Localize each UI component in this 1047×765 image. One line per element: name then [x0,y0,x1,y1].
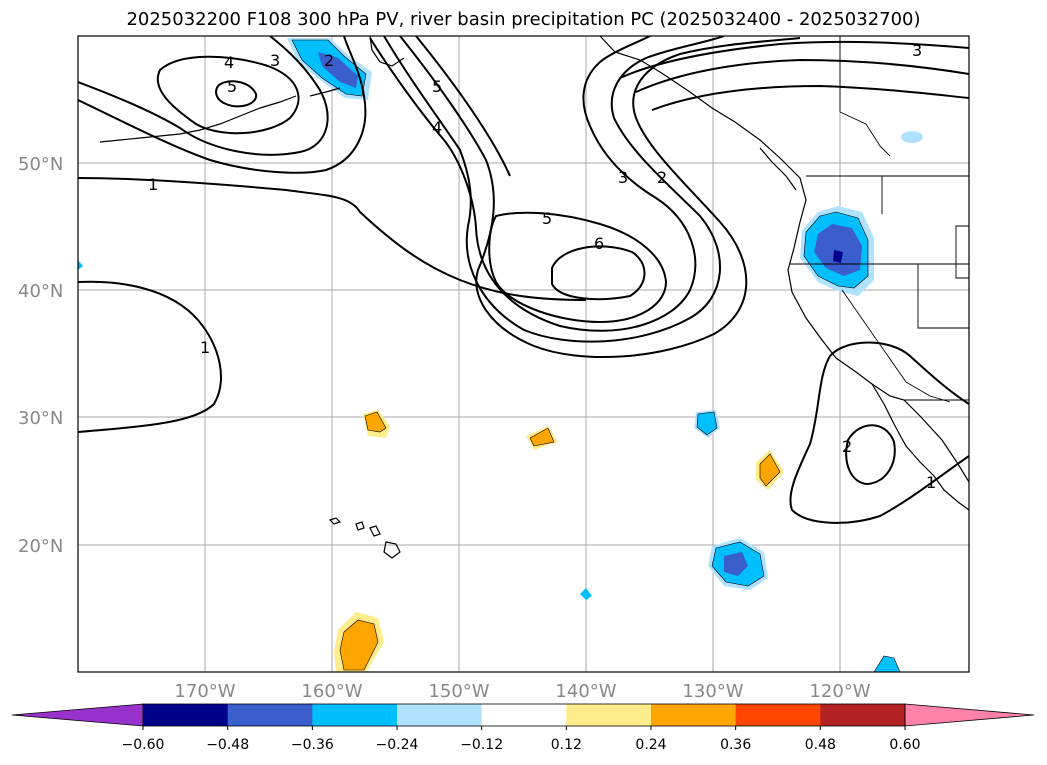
colorbar-tick-label: 0.36 [720,737,751,753]
contour-label: 4 [224,53,234,72]
colorbar-segment [481,704,567,726]
contour-label: 5 [227,77,237,96]
contour-label: 3 [912,41,922,60]
contour-label: 5 [542,209,552,228]
colorbar-segment [735,704,821,726]
precipitation-shading [78,38,923,672]
contour-5-west [215,80,258,108]
longitude-label: 170°W [174,681,235,702]
map-background [78,36,969,672]
longitude-label: 140°W [555,681,616,702]
colorbar-segment [820,704,906,726]
longitude-label: 130°W [682,681,743,702]
longitude-label: 160°W [301,681,362,702]
contour-label: 2 [842,437,852,456]
contour-label: 3 [618,168,628,187]
colorbar-segment [566,704,652,726]
contour-3-ne [619,40,969,79]
longitude-label: 120°W [809,681,870,702]
colorbar-segment [143,704,229,726]
contour-1-ne [651,84,969,111]
colorbar-tick-label: −0.60 [122,737,165,753]
pv-contours [78,36,969,524]
colorbar-tick-label: 0.60 [889,737,920,753]
latitude-label: 50°N [18,154,63,175]
contour-6 [551,245,646,301]
contour-3-west [78,36,329,156]
contour-4-center [369,36,697,332]
longitude-label: 150°W [428,681,489,702]
contour-label: 1 [200,338,210,357]
longitude-labels: 170°W 160°W 150°W 140°W 130°W 120°W [174,681,870,702]
colorbar-tick-label: −0.12 [460,737,503,753]
contour-2-center [399,36,801,359]
colorbar-outline [142,703,906,727]
contour-1-west [78,177,587,301]
colorbar-segment [312,704,398,726]
map-title: 2025032200 F108 300 hPa PV, river basin … [126,9,921,30]
colorbar-tick-label: −0.48 [206,737,249,753]
colorbar-ticks: −0.60 −0.48 −0.36 −0.24 −0.12 0.12 0.24 0.36 0.4… [122,726,921,753]
contour-1-east [415,36,511,177]
colorbar-segment [227,704,313,726]
colorbar [11,703,1035,727]
contour-3-center [383,36,725,343]
colorbar-tick-label: −0.36 [291,737,334,753]
contour-5-center [488,211,668,324]
contour-label: 6 [594,234,604,253]
contour-4-west [156,55,300,135]
graticule [78,36,969,672]
latitude-label: 30°N [18,408,63,429]
colorbar-tick-label: 0.48 [805,737,836,753]
contour-2-ne [635,58,969,93]
colorbar-tick-label: 0.12 [551,737,582,753]
latitude-labels: 50°N 40°N 30°N 20°N [18,154,63,557]
contour-label: 1 [148,175,158,194]
latitude-label: 20°N [18,536,63,557]
colorbar-extend-min [11,703,144,727]
contour-label: 1 [926,473,936,492]
coastlines [99,36,969,559]
contour-label: 2 [657,168,667,187]
contour-label: 2 [324,51,334,70]
contour-label: 4 [432,118,442,137]
contour-2-west [78,36,367,174]
colorbar-tick-label: 0.24 [635,737,666,753]
contour-1-southwest [78,280,222,433]
colorbar-extend-max [904,703,1035,727]
colorbar-segment [651,704,737,726]
contour-label: 3 [270,51,280,70]
contour-labels: 4 5 3 2 5 4 1 5 6 3 2 3 1 2 1 [148,41,936,492]
colorbar-tick-label: −0.24 [376,737,419,753]
contour-2-southeast [845,424,896,486]
contour-1-southeast [789,341,969,524]
contour-label: 5 [432,77,442,96]
latitude-label: 40°N [18,281,63,302]
colorbar-segment [397,704,483,726]
map-frame [77,35,970,673]
